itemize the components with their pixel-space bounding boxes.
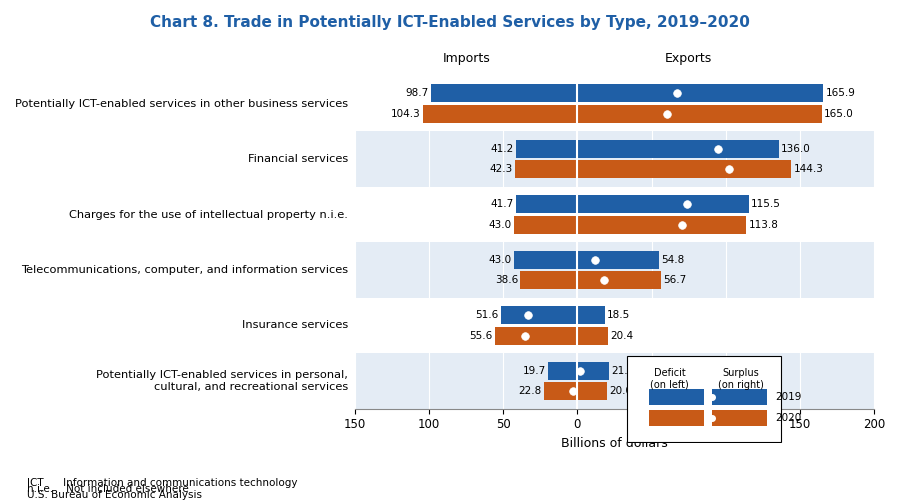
Bar xyxy=(578,140,779,158)
Text: 38.6: 38.6 xyxy=(495,276,518,285)
Text: Chart 8. Trade in Potentially ICT-Enabled Services by Type, 2019–2020: Chart 8. Trade in Potentially ICT-Enable… xyxy=(150,15,750,30)
Bar xyxy=(514,251,578,268)
Bar xyxy=(516,196,578,213)
Bar xyxy=(649,410,704,426)
Bar xyxy=(495,327,578,344)
Text: 113.8: 113.8 xyxy=(748,220,778,230)
Bar xyxy=(520,272,578,289)
Text: 51.6: 51.6 xyxy=(475,310,499,320)
Bar xyxy=(515,160,578,178)
Text: Surplus
(on right): Surplus (on right) xyxy=(717,368,763,390)
Text: 43.0: 43.0 xyxy=(489,255,511,265)
Bar xyxy=(578,160,791,178)
Text: 41.2: 41.2 xyxy=(491,144,514,154)
Text: U.S. Bureau of Economic Analysis: U.S. Bureau of Economic Analysis xyxy=(27,490,202,500)
Text: 2020: 2020 xyxy=(775,413,801,423)
Text: Imports: Imports xyxy=(443,52,491,64)
Text: 20.0: 20.0 xyxy=(609,386,633,396)
Bar xyxy=(517,140,578,158)
Text: 2019: 2019 xyxy=(775,392,802,402)
Bar xyxy=(649,389,704,405)
Bar xyxy=(578,382,608,400)
Bar xyxy=(544,382,578,400)
Bar xyxy=(356,76,874,132)
Bar xyxy=(712,389,767,405)
Bar xyxy=(356,187,874,242)
Bar xyxy=(578,105,822,122)
Text: n.i.e.    Not included elsewhere: n.i.e. Not included elsewhere xyxy=(27,484,189,494)
Text: 55.6: 55.6 xyxy=(470,331,493,341)
Bar xyxy=(548,362,578,380)
Bar xyxy=(356,298,874,353)
Text: 18.5: 18.5 xyxy=(608,310,630,320)
Bar xyxy=(356,353,874,408)
Text: 98.7: 98.7 xyxy=(406,88,429,99)
Text: 54.8: 54.8 xyxy=(661,255,684,265)
Bar xyxy=(356,132,874,187)
Text: 22.8: 22.8 xyxy=(518,386,542,396)
Text: 165.9: 165.9 xyxy=(825,88,855,99)
X-axis label: Billions of dollars: Billions of dollars xyxy=(561,437,668,450)
Text: 104.3: 104.3 xyxy=(391,109,420,119)
FancyBboxPatch shape xyxy=(627,356,781,442)
Bar xyxy=(578,251,659,268)
Text: 42.3: 42.3 xyxy=(490,164,512,174)
Bar xyxy=(423,105,578,122)
Text: Deficit
(on left): Deficit (on left) xyxy=(650,368,689,390)
Bar xyxy=(578,306,605,324)
Bar xyxy=(356,242,874,298)
Text: 144.3: 144.3 xyxy=(794,164,824,174)
Bar xyxy=(514,216,578,234)
Text: 165.0: 165.0 xyxy=(824,109,854,119)
Bar xyxy=(578,216,746,234)
Text: Exports: Exports xyxy=(665,52,712,64)
Text: ICT      Information and communications technology: ICT Information and communications techn… xyxy=(27,478,298,488)
Text: 21.5: 21.5 xyxy=(611,366,634,376)
Bar xyxy=(712,410,767,426)
Bar xyxy=(578,84,824,102)
Text: 136.0: 136.0 xyxy=(781,144,811,154)
Bar xyxy=(578,272,662,289)
Text: 56.7: 56.7 xyxy=(663,276,687,285)
Bar xyxy=(501,306,578,324)
Bar xyxy=(431,84,578,102)
Text: 20.4: 20.4 xyxy=(610,331,633,341)
Bar xyxy=(578,362,609,380)
Bar xyxy=(578,196,749,213)
Text: 43.0: 43.0 xyxy=(489,220,511,230)
Text: 115.5: 115.5 xyxy=(751,200,780,209)
Text: 19.7: 19.7 xyxy=(523,366,546,376)
Text: 41.7: 41.7 xyxy=(491,200,513,209)
Bar xyxy=(578,327,608,344)
